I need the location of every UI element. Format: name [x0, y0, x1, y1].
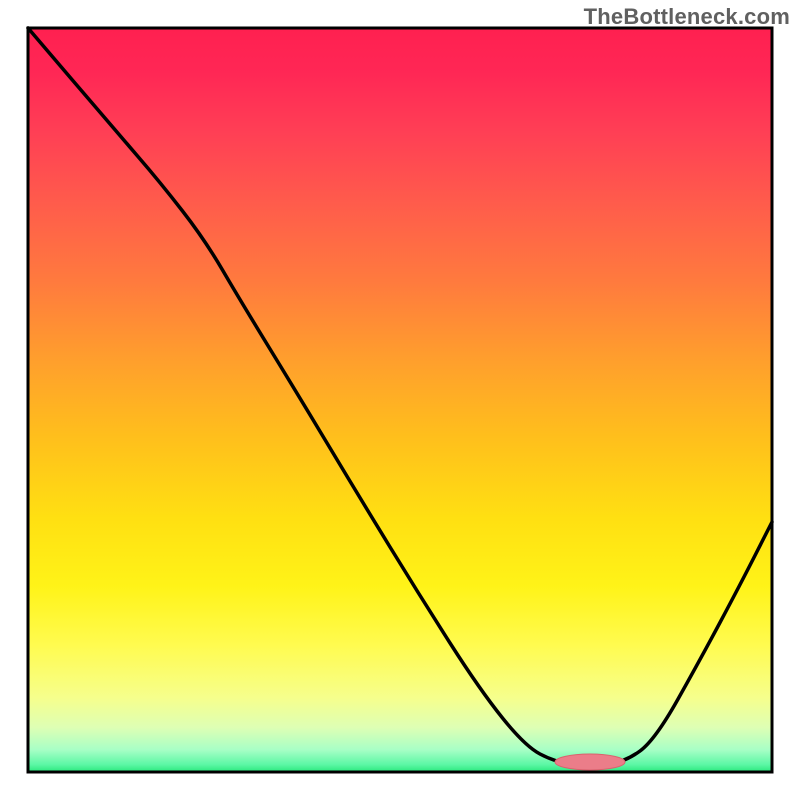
- bottleneck-chart: [0, 0, 800, 800]
- plot-gradient-background: [28, 28, 772, 772]
- chart-container: { "watermark_text": "TheBottleneck.com",…: [0, 0, 800, 800]
- sweet-spot-marker: [555, 754, 625, 770]
- watermark-text: TheBottleneck.com: [584, 4, 790, 30]
